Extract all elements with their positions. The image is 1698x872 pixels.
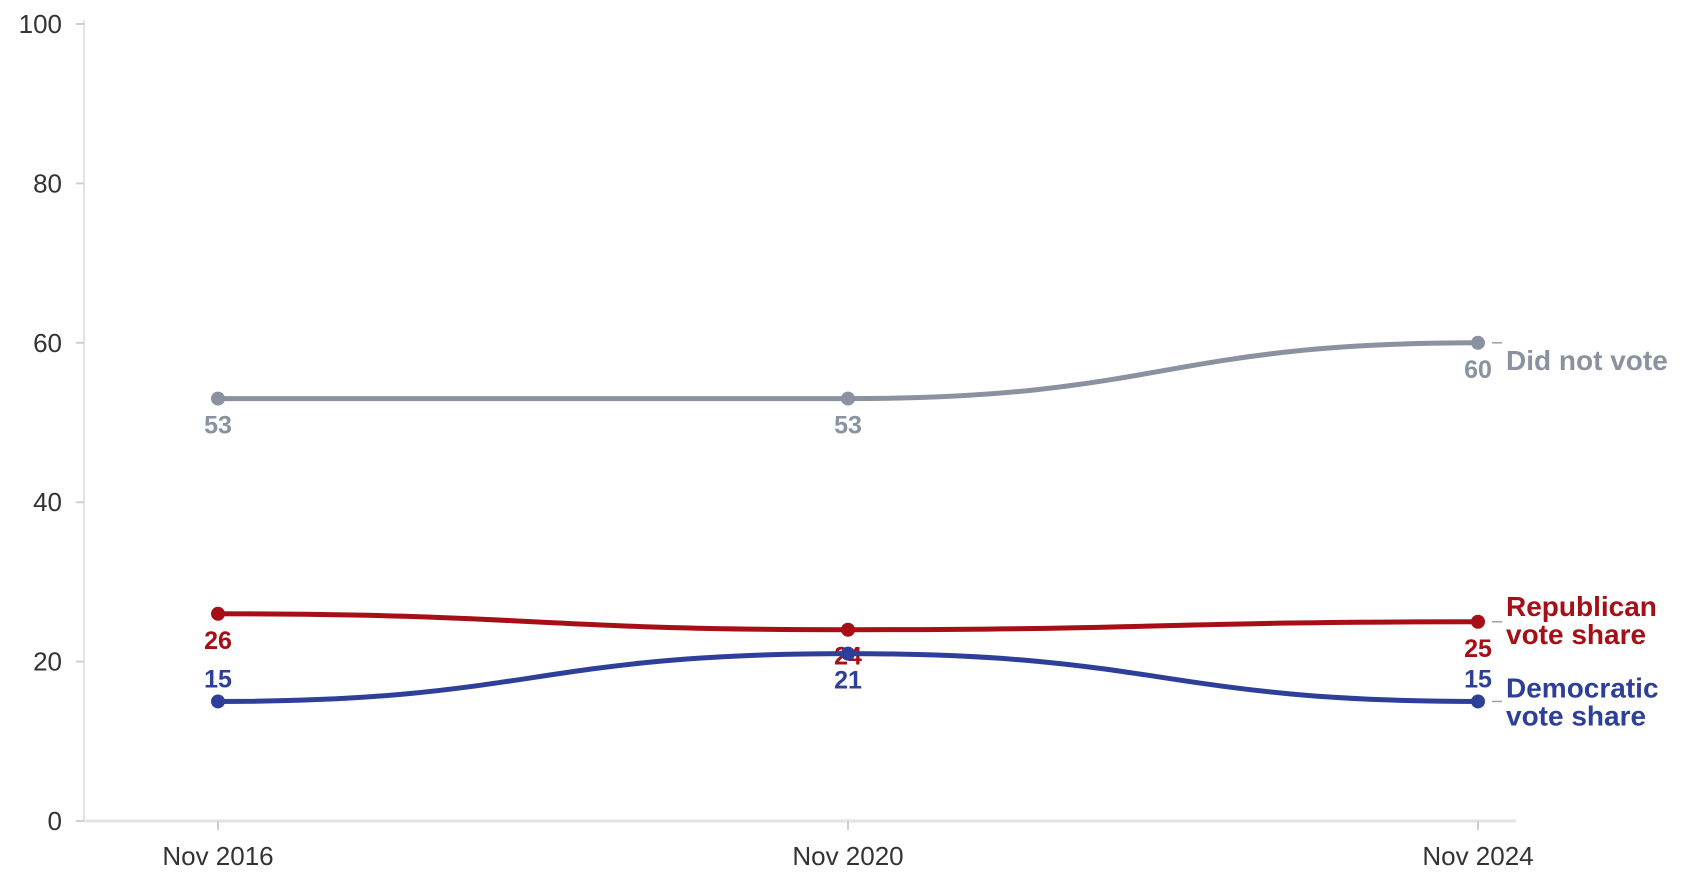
y-tick-label: 80 [33,168,62,198]
series-line-did_not_vote [215,340,1481,402]
data-label-democratic: 15 [1464,665,1492,693]
series-label-democratic: vote share [1506,700,1646,731]
data-label-did_not_vote: 60 [1464,356,1492,384]
data-label-did_not_vote: 53 [834,412,862,440]
series-label-republican: vote share [1506,619,1646,650]
data-point-democratic [841,646,855,661]
y-tick-label: 0 [48,806,62,836]
y-tick-label: 40 [33,487,62,517]
data-point-republican [211,606,225,621]
x-axis: Nov 2016 Nov 2020 Nov 2024 [84,819,1534,871]
series-republican: 262425Republicanvote share [204,591,1657,671]
series-label-did_not_vote: Did not vote [1506,345,1668,376]
y-tick-label: 20 [33,647,62,677]
x-tick-label: Nov 2024 [1422,841,1533,871]
data-point-did_not_vote [841,391,855,406]
y-axis: 0 20 40 60 80 100 [19,9,85,836]
data-label-did_not_vote: 53 [204,412,232,440]
data-point-did_not_vote [1471,335,1485,350]
data-label-democratic: 21 [834,667,862,695]
data-label-democratic: 15 [204,665,232,693]
data-point-republican [1471,614,1485,629]
data-point-democratic [211,694,225,709]
series-did_not_vote: 53 53 60 Did not vote [204,335,1668,440]
y-tick-label: 60 [33,328,62,358]
series-label-republican: Republican [1506,591,1657,622]
series-label-democratic: Democratic [1506,672,1659,703]
data-label-republican: 26 [204,627,232,655]
data-point-did_not_vote [211,391,225,406]
data-label-republican: 25 [1464,635,1492,663]
x-tick-label: Nov 2020 [792,841,903,871]
data-point-republican [841,622,855,637]
y-tick-label: 100 [19,9,62,39]
data-point-democratic [1471,694,1485,709]
x-tick-label: Nov 2016 [162,841,273,871]
